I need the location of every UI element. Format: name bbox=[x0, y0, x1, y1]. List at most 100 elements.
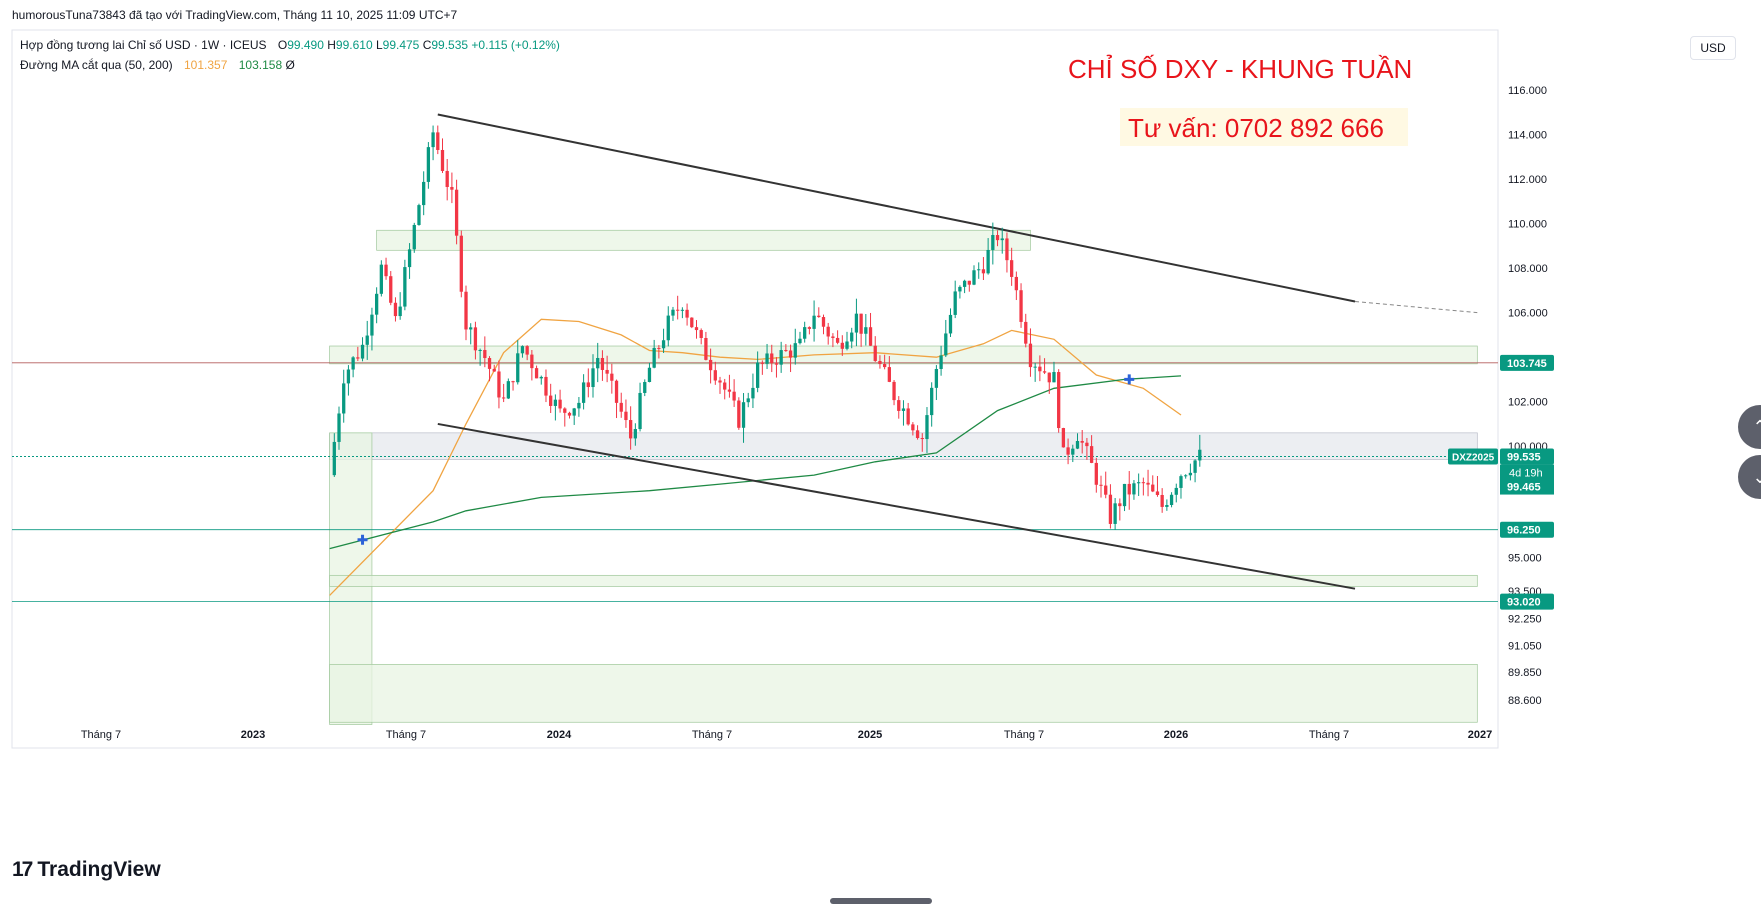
zone-4 bbox=[329, 574, 1478, 587]
y-tick-label-10: 92.250 bbox=[1508, 614, 1542, 626]
candle-body-117 bbox=[882, 364, 887, 368]
candle-body-104 bbox=[821, 317, 826, 327]
candle-body-128 bbox=[934, 368, 939, 388]
open-label: O bbox=[277, 38, 288, 52]
y-tick-label-1: 114.000 bbox=[1508, 130, 1547, 142]
candle-body-23 bbox=[440, 149, 445, 171]
candle-body-62 bbox=[624, 411, 628, 421]
candle-body-92 bbox=[765, 353, 769, 364]
candle-body-54 bbox=[586, 382, 590, 388]
tradingview-logo[interactable]: 17 TradingView bbox=[12, 858, 161, 882]
symbol-tag-bg bbox=[1448, 448, 1498, 465]
candle-body-93 bbox=[770, 353, 774, 364]
candle-body-63 bbox=[628, 420, 633, 439]
candle-body-34 bbox=[492, 368, 496, 372]
candle-body-106 bbox=[831, 336, 835, 338]
ma-legend[interactable]: Đường MA cắt qua (50, 200) 101.357 103.1… bbox=[20, 58, 295, 72]
candle-body-91 bbox=[760, 362, 764, 364]
x-tick-label-7: 2026 bbox=[1164, 729, 1188, 741]
price-tag-0: 103.745 bbox=[1507, 358, 1547, 370]
candle-body-37 bbox=[506, 381, 510, 399]
bottom-handle[interactable] bbox=[830, 898, 932, 904]
trendline-upper-extension bbox=[1354, 300, 1478, 314]
candle-body-150 bbox=[1038, 366, 1042, 372]
candle-body-141 bbox=[995, 235, 1000, 241]
candle-body-69 bbox=[657, 347, 661, 349]
candle-body-65 bbox=[638, 392, 642, 430]
candle-body-24 bbox=[445, 170, 449, 187]
candle-body-82 bbox=[718, 380, 722, 383]
candle-body-59 bbox=[610, 373, 614, 381]
chevron-down-icon[interactable]: ⌄ bbox=[1738, 455, 1761, 499]
candle-body-98 bbox=[793, 343, 797, 358]
candle-body-99 bbox=[798, 338, 802, 344]
ma50-line bbox=[329, 318, 1182, 596]
x-tick-label-1: 2023 bbox=[241, 729, 265, 741]
candle-body-155 bbox=[1061, 428, 1066, 448]
candle-body-157 bbox=[1071, 448, 1075, 455]
candle-body-89 bbox=[751, 387, 755, 399]
candle-body-107 bbox=[835, 337, 840, 343]
candle-body-152 bbox=[1047, 372, 1051, 383]
candle-body-164 bbox=[1104, 485, 1108, 495]
candle-body-97 bbox=[788, 350, 793, 358]
logo-text: TradingView bbox=[37, 858, 161, 881]
candle-body-177 bbox=[1165, 505, 1169, 507]
candle-body-52 bbox=[577, 402, 581, 409]
candle-body-111 bbox=[854, 313, 859, 333]
candle-body-46 bbox=[549, 395, 553, 406]
candle-body-103 bbox=[817, 315, 821, 318]
candle-body-87 bbox=[741, 402, 746, 428]
ma-label: Đường MA cắt qua (50, 200) bbox=[20, 58, 173, 72]
candle-body-71 bbox=[666, 315, 670, 341]
candle-body-64 bbox=[633, 429, 637, 439]
candle-body-86 bbox=[737, 400, 741, 428]
ma-price-tag: 99.465 bbox=[1507, 482, 1541, 494]
candle-body-173 bbox=[1146, 482, 1150, 485]
candle-body-166 bbox=[1113, 503, 1117, 524]
candle-body-39 bbox=[516, 353, 520, 383]
candle-body-140 bbox=[991, 235, 995, 250]
candle-body-171 bbox=[1136, 482, 1141, 484]
x-tick-label-5: 2025 bbox=[858, 729, 882, 741]
price-tag-2-bg bbox=[1500, 593, 1554, 610]
zone-5 bbox=[329, 664, 1478, 723]
candles bbox=[332, 125, 1202, 530]
candle-body-13 bbox=[393, 302, 398, 317]
candle-body-1 bbox=[337, 413, 341, 442]
logo-mark: 17 bbox=[12, 858, 33, 881]
candle-body-12 bbox=[389, 276, 393, 303]
scroll-up-icon[interactable]: ⌃ bbox=[1738, 405, 1761, 449]
candle-body-112 bbox=[859, 313, 863, 334]
y-tick-label-4: 108.000 bbox=[1508, 263, 1548, 275]
candle-body-61 bbox=[619, 402, 623, 412]
close-value: 99.535 bbox=[431, 38, 469, 52]
candle-body-159 bbox=[1080, 441, 1084, 443]
candle-body-57 bbox=[600, 357, 605, 370]
candle-body-8 bbox=[370, 314, 374, 336]
change-value: +0.115 (+0.12%) bbox=[471, 38, 560, 52]
y-tick-label-6: 102.000 bbox=[1508, 397, 1548, 409]
candle-body-108 bbox=[840, 342, 844, 349]
candle-body-135 bbox=[967, 280, 971, 285]
candle-body-94 bbox=[774, 363, 779, 365]
candle-body-101 bbox=[807, 327, 812, 329]
ma-visibility-icon[interactable]: Ø bbox=[285, 58, 295, 72]
candle-body-184 bbox=[1198, 449, 1202, 461]
candle-body-53 bbox=[581, 382, 586, 403]
candle-body-17 bbox=[412, 224, 416, 250]
candle-body-77 bbox=[694, 327, 699, 331]
ma200-line bbox=[329, 375, 1182, 550]
symbol-legend[interactable]: Hợp đồng tương lai Chỉ số USD · 1W · ICE… bbox=[20, 38, 560, 52]
candle-body-136 bbox=[972, 270, 976, 285]
ma200-value: 103.158 bbox=[238, 58, 283, 72]
y-tick-label-5: 106.000 bbox=[1508, 308, 1548, 320]
candle-body-19 bbox=[422, 181, 426, 206]
x-tick-label-3: 2024 bbox=[547, 729, 572, 741]
candle-body-5 bbox=[356, 357, 360, 359]
currency-button[interactable]: USD bbox=[1690, 36, 1736, 60]
candle-body-75 bbox=[685, 309, 689, 318]
x-tick-label-9: 2027 bbox=[1468, 729, 1492, 741]
candle-body-123 bbox=[911, 424, 915, 431]
